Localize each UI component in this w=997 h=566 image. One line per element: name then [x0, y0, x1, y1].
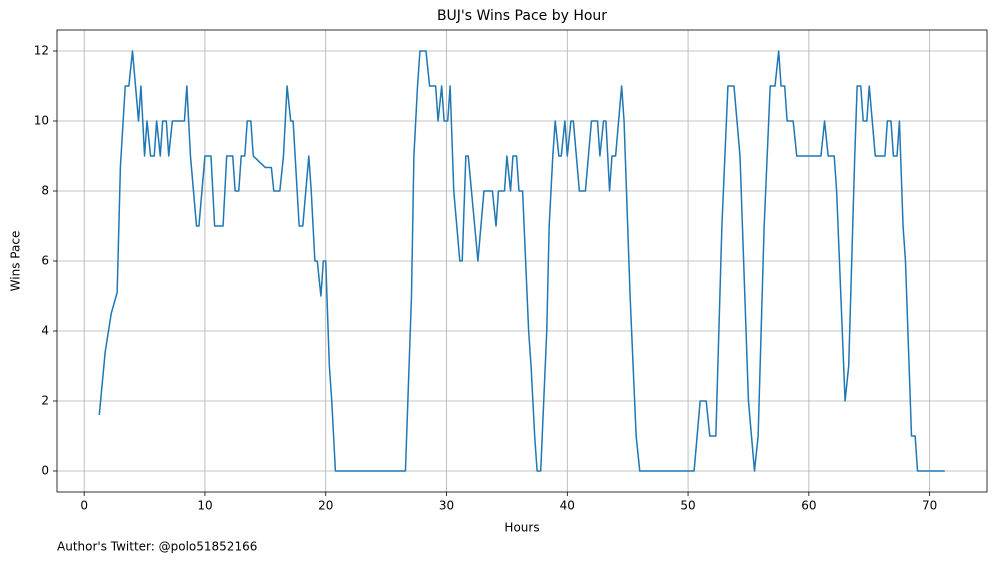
- x-tick-label: 30: [439, 499, 454, 513]
- annotation: Author's Twitter: @polo51852166: [57, 540, 257, 554]
- y-tick-label: 4: [41, 324, 49, 338]
- y-tick-label: 0: [41, 464, 49, 478]
- x-tick-label: 50: [680, 499, 695, 513]
- y-tick-label: 2: [41, 394, 49, 408]
- y-tick-label: 8: [41, 184, 49, 198]
- y-axis-label: Wins Pace: [9, 231, 23, 292]
- x-axis-label: Hours: [504, 521, 539, 535]
- data-line: [98, 50, 945, 472]
- x-tick-label: 40: [560, 499, 575, 513]
- x-tick-label: 10: [197, 499, 212, 513]
- y-tick-label: 10: [34, 114, 49, 128]
- y-tick-label: 6: [41, 254, 49, 268]
- x-tick-label: 0: [80, 499, 88, 513]
- y-tick-label: 12: [34, 44, 49, 58]
- chart-title: BUJ's Wins Pace by Hour: [437, 8, 607, 24]
- plot-frame: [56, 29, 988, 493]
- x-tick-label: 20: [318, 499, 333, 513]
- x-tick-label: 60: [801, 499, 816, 513]
- x-tick-label: 70: [922, 499, 937, 513]
